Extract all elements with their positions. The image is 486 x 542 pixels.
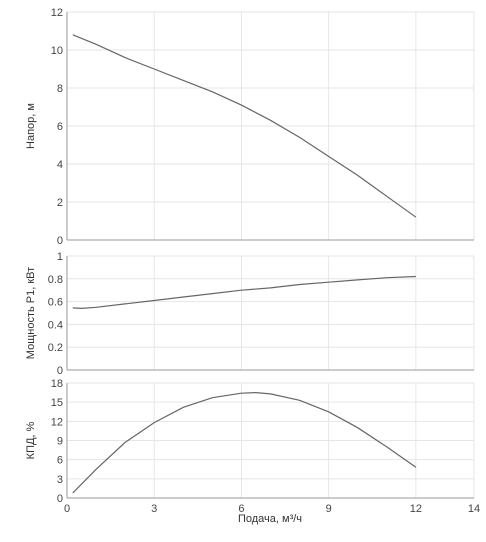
power-curve <box>72 275 416 310</box>
efficiency-x-tick-label: 6 <box>238 503 244 515</box>
head-y-tick-label: 2 <box>57 197 63 209</box>
efficiency-y-tick-label: 6 <box>57 455 63 467</box>
power-y-tick-label: 0.8 <box>48 274 63 286</box>
efficiency-y-axis-title: КПД, % <box>25 421 37 459</box>
head-y-tick-label: 6 <box>57 121 63 133</box>
power-y-tick-label: 0 <box>57 365 63 377</box>
power-y-axis-title: Мощность P1, кВт <box>25 267 37 359</box>
efficiency-y-tick-label: 0 <box>57 493 63 505</box>
efficiency-x-tick-label: 3 <box>151 503 157 515</box>
efficiency-y-tick-label: 12 <box>51 416 63 428</box>
power-y-tick-label: 0.4 <box>48 319 63 331</box>
head-y-tick-label: 8 <box>57 83 63 95</box>
efficiency-x-tick-label: 14 <box>468 503 480 515</box>
head-y-tick-label: 10 <box>51 45 63 57</box>
head-y-tick-label: 12 <box>51 7 63 19</box>
efficiency-y-tick-label: 15 <box>51 397 63 409</box>
power-y-tick-label: 0.6 <box>48 297 63 309</box>
efficiency-y-tick-label: 9 <box>57 436 63 448</box>
efficiency-x-tick-label: 9 <box>326 503 332 515</box>
head-y-tick-label: 4 <box>57 159 63 171</box>
efficiency-x-tick-label: 12 <box>410 503 422 515</box>
head-y-tick-label: 0 <box>57 235 63 247</box>
efficiency-y-tick-label: 3 <box>57 474 63 486</box>
head-curve <box>72 34 417 218</box>
head-y-axis-title: Напор, м <box>25 103 37 149</box>
x-axis-title: Подача, м³/ч <box>238 513 302 525</box>
efficiency-y-tick-label: 18 <box>51 378 63 390</box>
power-y-tick-label: 0.2 <box>48 342 63 354</box>
power-y-tick-label: 1 <box>57 251 63 263</box>
efficiency-curve <box>72 391 417 494</box>
efficiency-x-tick-label: 0 <box>64 503 70 515</box>
